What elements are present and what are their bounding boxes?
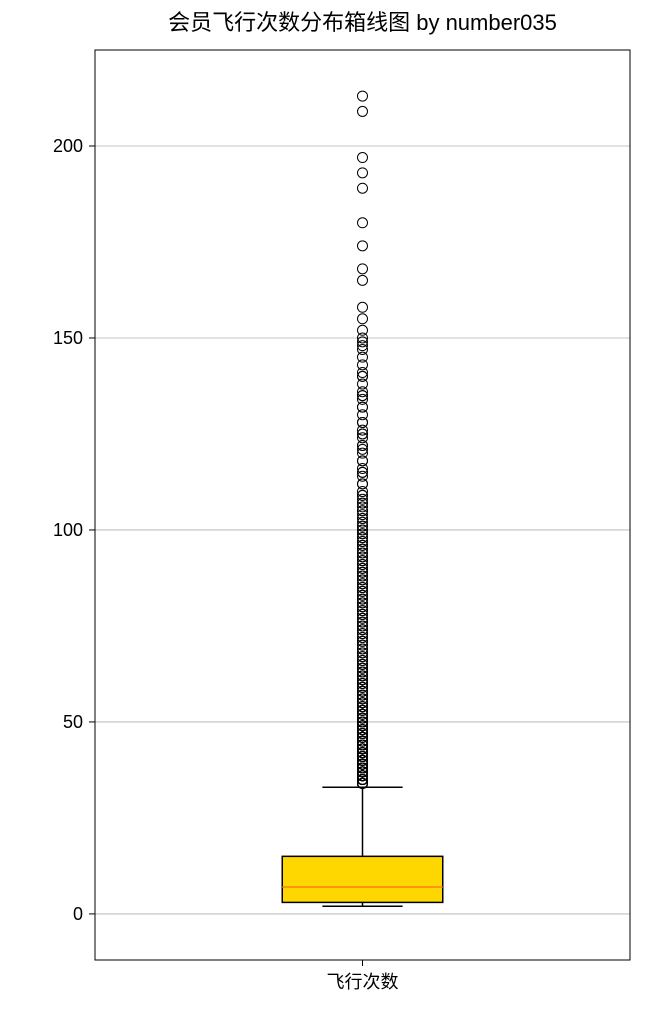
xtick-label: 飞行次数 (327, 972, 399, 992)
chart-title: 会员飞行次数分布箱线图 by number035 (168, 10, 557, 35)
ytick-label: 50 (63, 712, 83, 732)
chart-container: 0 50 100 150 200 飞行次数 会员飞行次数分布箱线图 by number035 (0, 0, 671, 1020)
ytick-label: 100 (53, 520, 83, 540)
ytick-label: 200 (53, 136, 83, 156)
ytick-label: 0 (73, 904, 83, 924)
boxplot-svg: 0 50 100 150 200 飞行次数 会员飞行次数分布箱线图 by number035 (0, 0, 671, 1020)
ytick-label: 150 (53, 328, 83, 348)
box (282, 856, 443, 902)
